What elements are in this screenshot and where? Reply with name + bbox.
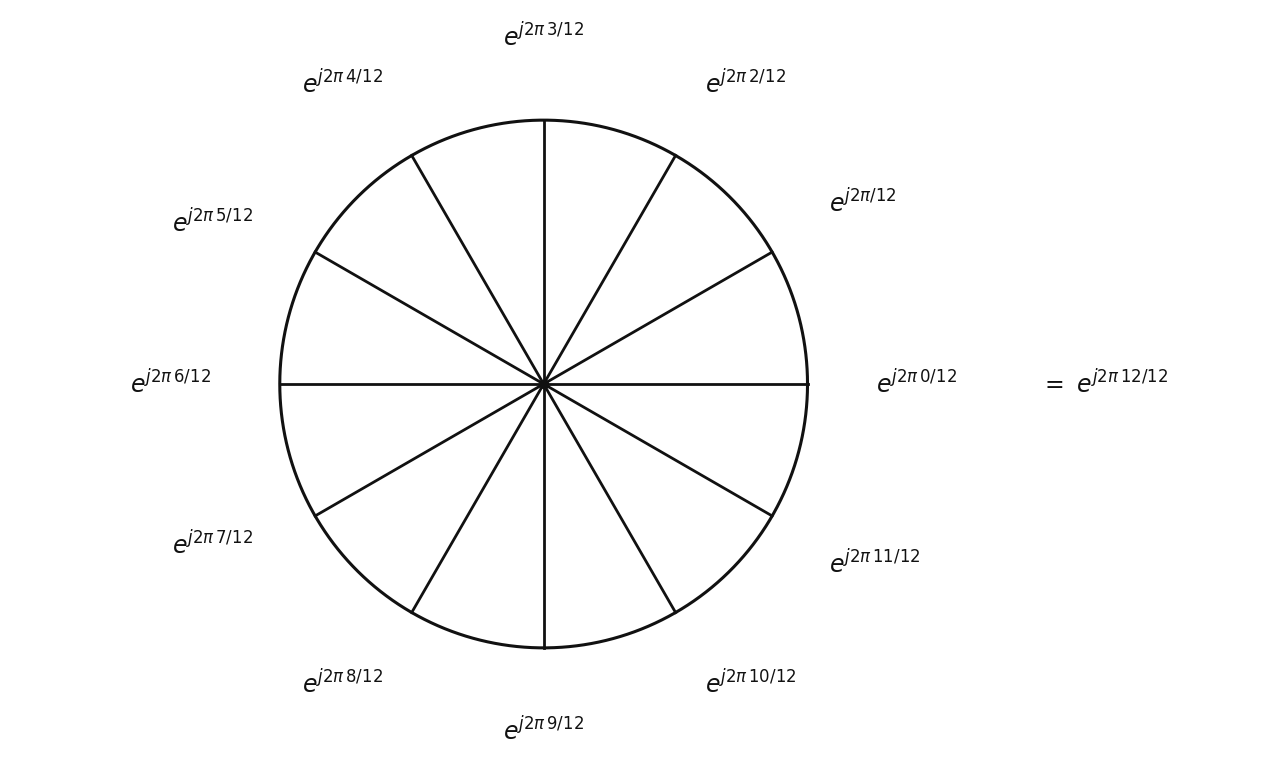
Text: $e^{j2\pi\,4/12}$: $e^{j2\pi\,4/12}$ bbox=[301, 70, 383, 98]
Text: $e^{j2\pi\,2/12}$: $e^{j2\pi\,2/12}$ bbox=[705, 70, 786, 98]
Text: $e^{j2\pi\,3/12}$: $e^{j2\pi\,3/12}$ bbox=[504, 23, 584, 51]
Text: $e^{j2\pi\,8/12}$: $e^{j2\pi\,8/12}$ bbox=[301, 670, 383, 698]
Text: $e^{j2\pi/12}$: $e^{j2\pi/12}$ bbox=[829, 189, 897, 218]
Text: $e^{j2\pi\,5/12}$: $e^{j2\pi\,5/12}$ bbox=[172, 209, 253, 237]
Text: $e^{j2\pi\,11/12}$: $e^{j2\pi\,11/12}$ bbox=[829, 550, 921, 579]
Text: $e^{j2\pi\,9/12}$: $e^{j2\pi\,9/12}$ bbox=[504, 717, 584, 745]
Text: $e^{j2\pi\,0/12}$: $e^{j2\pi\,0/12}$ bbox=[876, 369, 957, 399]
Text: $e^{j2\pi\,7/12}$: $e^{j2\pi\,7/12}$ bbox=[172, 531, 253, 559]
Text: $e^{j2\pi\,6/12}$: $e^{j2\pi\,6/12}$ bbox=[130, 369, 211, 399]
Text: $e^{j2\pi\,10/12}$: $e^{j2\pi\,10/12}$ bbox=[705, 670, 796, 698]
Text: $=\ e^{j2\pi\,12/12}$: $=\ e^{j2\pi\,12/12}$ bbox=[1039, 369, 1168, 399]
